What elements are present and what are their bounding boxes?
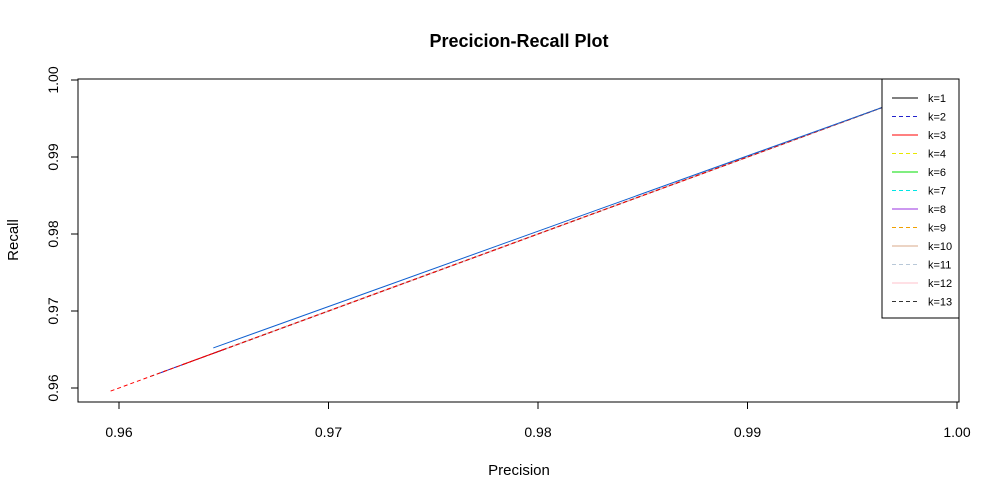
y-tick-label: 0.99	[45, 143, 61, 170]
legend-label-k-8: k=8	[928, 204, 946, 216]
chart-title: Precicion-Recall Plot	[429, 31, 608, 51]
series-line-extra-12	[110, 105, 886, 392]
x-tick-label: 1.00	[943, 424, 970, 440]
legend-label-k-6: k=6	[928, 167, 946, 179]
x-tick-label: 0.96	[105, 424, 132, 440]
legend-label-k-4: k=4	[928, 149, 946, 161]
y-tick-label: 0.97	[45, 297, 61, 324]
y-tick-label: 1.00	[45, 66, 61, 93]
legend-label-k-7: k=7	[928, 186, 946, 198]
y-axis-label: Recall	[5, 219, 22, 261]
x-tick-label: 0.97	[315, 424, 342, 440]
legend-label-k-9: k=9	[928, 223, 946, 235]
x-tick-label: 0.99	[734, 424, 761, 440]
x-axis-label: Precision	[488, 462, 550, 479]
series-layer	[110, 105, 886, 392]
legend: k=1 k=2 k=3 k=4 k=6 k=7 k=8 k=9 k=10 k=11 k=12 k=13	[881, 78, 960, 319]
legend-label-k-12: k=12	[928, 278, 952, 290]
series-line-extra-13	[213, 105, 886, 349]
y-axis: 0.96 0.97 0.98 0.99 1.00	[45, 66, 79, 402]
y-tick-label: 0.98	[45, 220, 61, 247]
legend-label-k-2: k=2	[928, 112, 946, 124]
x-axis: 0.96 0.97 0.98 0.99 1.00	[105, 401, 971, 440]
legend-label-k-10: k=10	[928, 241, 952, 253]
y-tick-label: 0.96	[45, 374, 61, 401]
legend-label-k-13: k=13	[928, 297, 952, 309]
legend-box	[881, 78, 960, 319]
x-tick-label: 0.98	[524, 424, 551, 440]
legend-label-k-3: k=3	[928, 130, 946, 142]
legend-label-k-11: k=11	[928, 260, 951, 272]
legend-label-k-1: k=1	[928, 93, 946, 105]
